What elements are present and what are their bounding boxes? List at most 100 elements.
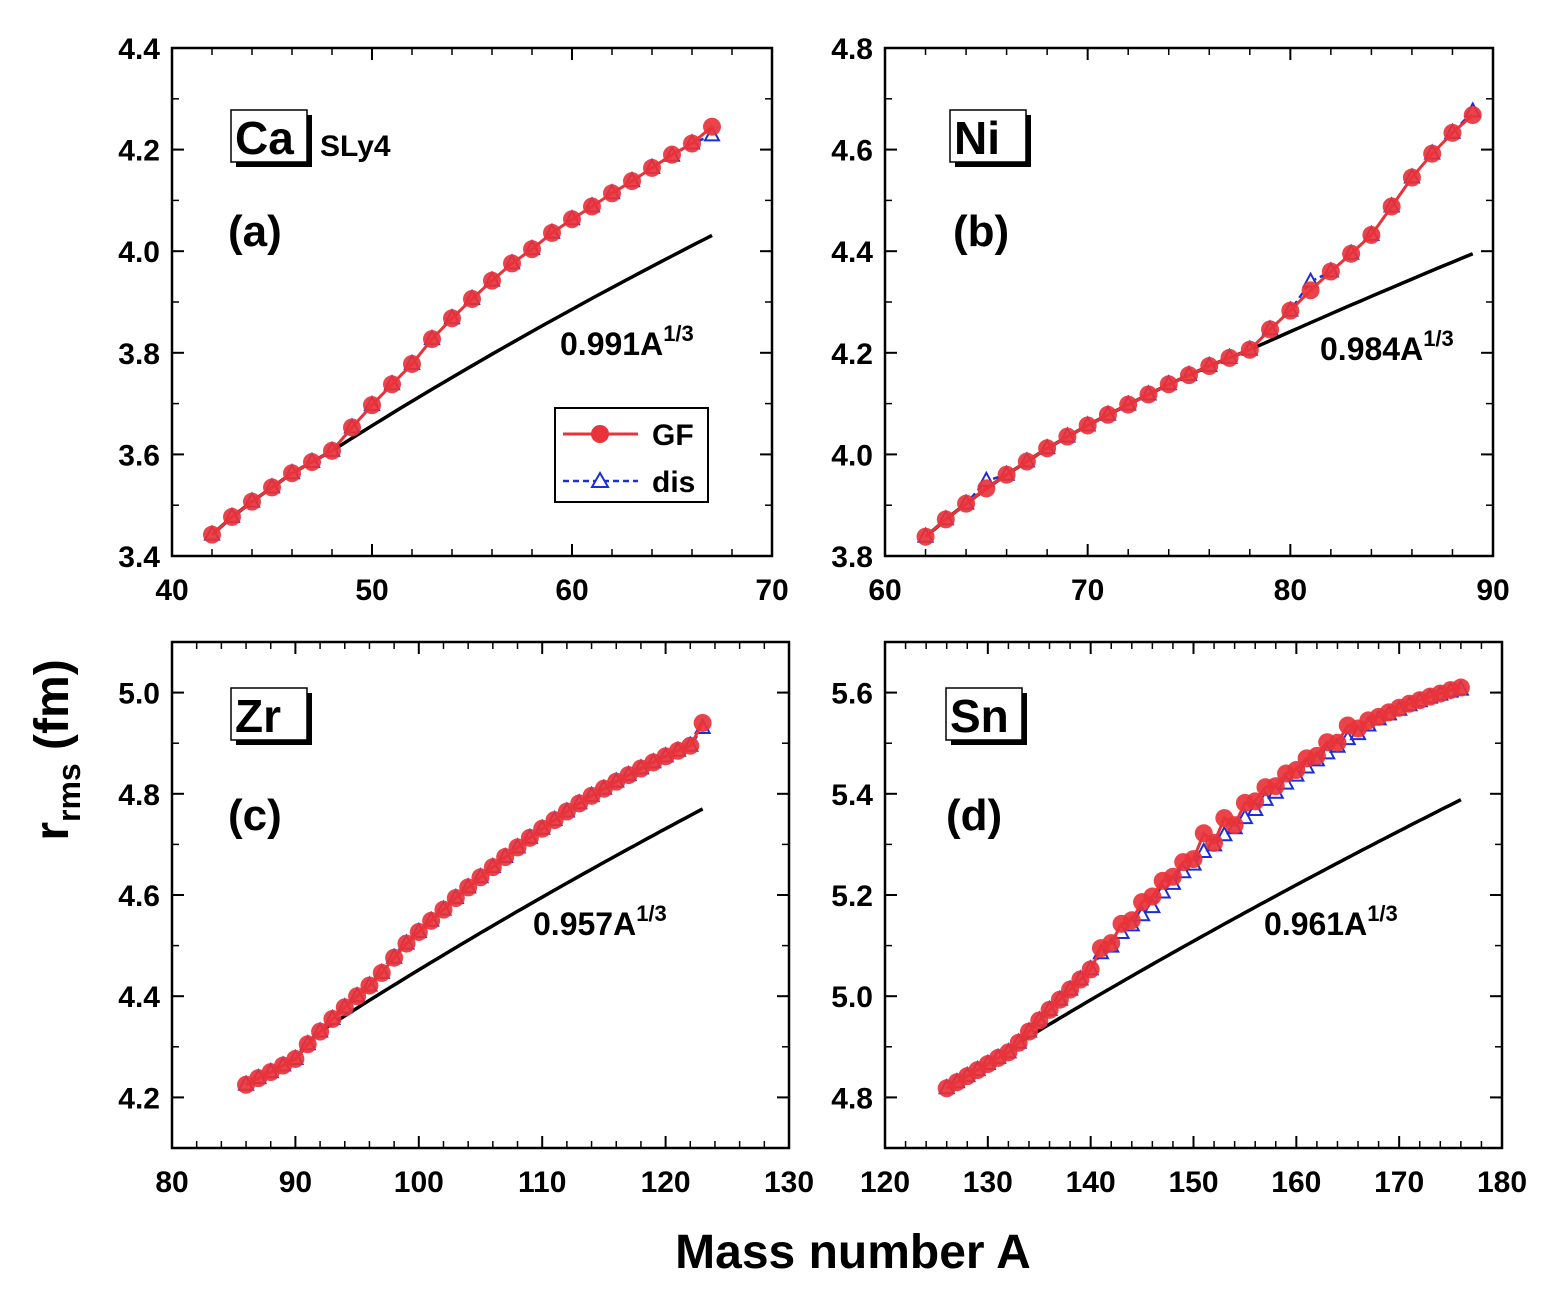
gf-point [1246, 792, 1265, 811]
gf-point [1184, 850, 1203, 869]
fit-label-exp: 1/3 [636, 901, 667, 926]
x-tick-label: 120 [641, 1166, 691, 1199]
gf-point [997, 465, 1016, 484]
x-tick-label: 90 [1476, 574, 1509, 607]
gf-point [1463, 106, 1482, 125]
gf-point [1038, 439, 1057, 458]
fit-label: 0.957A1/3 [533, 901, 667, 942]
panel-d: 120 130 140 150 160 170 180 4.8 5.0 5.2 5.4 5.6 (d) S… [831, 640, 1527, 1199]
panel-letter: (b) [953, 207, 1009, 256]
fit-label: 0.984A1/3 [1320, 326, 1454, 367]
gf-point [1017, 452, 1036, 471]
gf-point [957, 494, 976, 513]
gf-point [1281, 301, 1300, 320]
gf-point [1328, 733, 1347, 752]
gf-point [1143, 887, 1162, 906]
element-label-group: Ca [230, 109, 312, 167]
legend-gf-marker [591, 425, 609, 443]
gf-point [681, 736, 700, 755]
gf-point [443, 309, 461, 328]
element-label: Ca [235, 112, 294, 164]
fit-curve [924, 252, 1474, 539]
panel-letter: (d) [946, 791, 1002, 840]
panel-letter: (a) [228, 207, 282, 256]
gf-point [363, 396, 381, 415]
element-label-group: Zr [230, 687, 312, 745]
element-label: Ni [954, 112, 1000, 164]
gf-point [1163, 867, 1182, 886]
element-label-box [945, 687, 1023, 741]
x-tick-label: 40 [155, 574, 188, 607]
legend: GF dis [554, 407, 709, 503]
gf-point [1382, 197, 1401, 216]
gf-point [409, 922, 428, 941]
gf-point [583, 197, 601, 216]
gf-point [603, 184, 621, 203]
y-tick-label: 4.4 [118, 981, 160, 1014]
gf-point [385, 948, 404, 967]
gf-point [1159, 375, 1178, 394]
gf-point [1266, 777, 1285, 796]
gf-point [663, 145, 681, 164]
gf-point [643, 158, 661, 177]
panels: 40 50 60 703.43.63.84.04.24.4(a)Ca0.991A1/3… [118, 33, 1527, 1199]
panel-c: 80 90 100 110 120 130 4.2 4.4 4.6 4.8 5.0 (c) Zr 0.95… [118, 640, 814, 1199]
gf-point [693, 713, 712, 732]
legend-box [554, 407, 709, 503]
gf-point [403, 354, 421, 373]
gf-point [203, 525, 221, 544]
y-tick-label: 4.4 [831, 236, 873, 269]
gf-point [303, 453, 321, 472]
gf-point [496, 848, 515, 867]
gf-point [343, 418, 361, 437]
element-label-group: Ni [949, 109, 1031, 167]
y-tick-label: 3.6 [118, 439, 160, 472]
gf-point [1078, 416, 1097, 435]
fit-label-exp: 1/3 [1367, 901, 1398, 926]
element-label-group: Sn [945, 687, 1027, 745]
gf-point [283, 464, 301, 483]
fit-label-coeff: 0.984A [1320, 331, 1423, 367]
gf-point [523, 240, 541, 259]
y-axis-title-sub: rms [51, 763, 87, 822]
fit-label: 0.991A1/3 [560, 321, 694, 362]
legend-gf-label: GF [652, 419, 694, 452]
y-tick-label: 5.2 [831, 880, 873, 913]
gf-point [1402, 168, 1421, 187]
gf-point [263, 478, 281, 497]
gf-series-line [924, 113, 1474, 538]
model-label: SLy4 [320, 130, 391, 163]
x-tick-label: 120 [860, 1166, 910, 1199]
y-tick-label: 4.6 [118, 880, 160, 913]
fit-label-coeff: 0.957A [533, 906, 636, 942]
gf-point [563, 210, 581, 229]
y-tick-label: 4.2 [118, 135, 160, 168]
x-tick-label: 70 [755, 574, 788, 607]
panel-a: 40 50 60 70 3.4 3.6 3.8 4.0 4.2 4.4 (a) Ca 0.991A1/3 [118, 33, 788, 607]
gf-point [1098, 405, 1117, 424]
y-tick-label: 5.4 [831, 779, 873, 812]
gf-point [520, 828, 539, 847]
gf-point [483, 271, 501, 290]
gf-point [383, 375, 401, 394]
x-tick-label: 160 [1271, 1166, 1321, 1199]
gf-point [1119, 395, 1138, 414]
gf-point [1423, 144, 1442, 163]
gf-point [243, 492, 261, 511]
y-tick-label: 4.6 [831, 135, 873, 168]
gf-point [459, 878, 478, 897]
gf-point [335, 998, 354, 1017]
gf-point [1139, 385, 1158, 404]
gf-point [1205, 833, 1224, 852]
gf-point [683, 134, 701, 153]
gf-point [1301, 281, 1320, 300]
gf-point [422, 911, 441, 930]
x-tick-label: 130 [764, 1166, 814, 1199]
gf-point [703, 117, 721, 136]
x-tick-label: 100 [394, 1166, 444, 1199]
y-axis-title-unit: (fm) [26, 659, 79, 763]
gf-point [446, 889, 465, 908]
gf-point [360, 976, 379, 995]
y-tick-label: 4.8 [831, 1082, 873, 1115]
